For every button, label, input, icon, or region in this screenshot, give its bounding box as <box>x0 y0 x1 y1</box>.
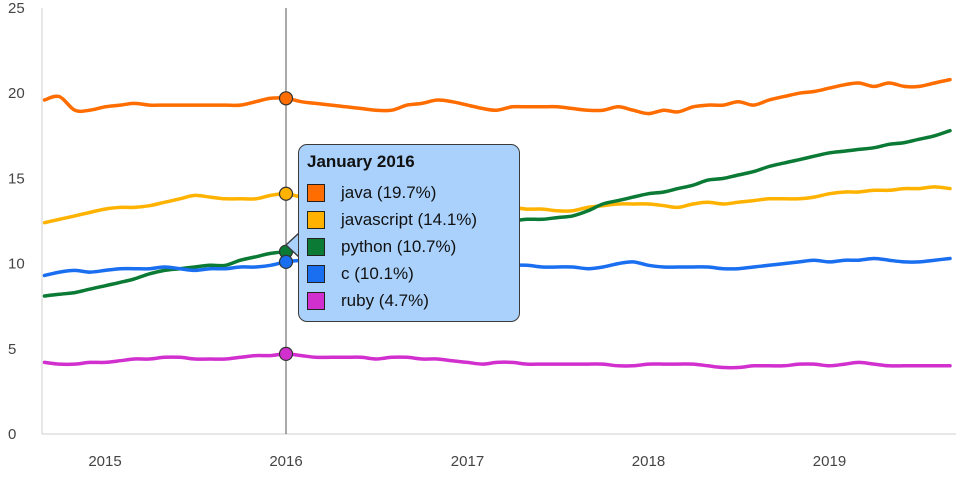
tooltip-label-java: java (19.7%) <box>341 183 437 202</box>
focus-layer <box>278 8 294 434</box>
tooltip-arrow-fill <box>287 233 300 257</box>
tooltip-item-python: python (10.7%) <box>307 236 456 258</box>
tooltip-item-javascript: javascript (14.1%) <box>307 209 477 231</box>
x-tick-label-4: 2019 <box>813 453 846 470</box>
y-tick-label-0: 0 <box>8 426 16 443</box>
series-line-java <box>42 77 952 116</box>
legend-swatch-python <box>307 238 325 256</box>
x-tick-label-2: 2017 <box>451 453 484 470</box>
tooltip-label-python: python (10.7%) <box>341 237 457 256</box>
tooltip-label-c: c (10.1%) <box>341 264 414 283</box>
tooltip-item-ruby: ruby (4.7%) <box>307 290 429 312</box>
focus-point-java <box>278 91 294 106</box>
tooltip-label-javascript: javascript (14.1%) <box>341 210 478 229</box>
focus-point-javascript <box>278 186 294 201</box>
legend-swatch-c <box>307 265 325 283</box>
y-tick-label-3: 15 <box>8 170 25 187</box>
x-tick-label-3: 2018 <box>632 453 665 470</box>
x-tick-label-1: 2016 <box>269 453 302 470</box>
tooltip: January 2016 java (19.7%) javascript (14… <box>298 144 520 322</box>
tooltip-title: January 2016 <box>307 152 415 171</box>
focus-point-ruby <box>278 346 294 362</box>
y-tick-label-2: 10 <box>8 256 25 273</box>
legend-swatch-ruby <box>307 292 325 310</box>
x-tick-label-0: 2015 <box>88 453 121 470</box>
legend-swatch-java <box>307 184 325 202</box>
legend-swatch-javascript <box>307 211 325 229</box>
y-tick-label-5: 25 <box>8 0 25 17</box>
series-line-ruby <box>42 352 952 370</box>
y-tick-label-4: 20 <box>8 85 25 102</box>
tooltip-label-ruby: ruby (4.7%) <box>341 291 429 310</box>
y-tick-label-1: 5 <box>8 341 16 358</box>
tooltip-item-java: java (19.7%) <box>307 182 436 204</box>
tooltip-item-c: c (10.1%) <box>307 263 414 285</box>
axis-layer: 0 5 10 15 20 25 2015 2016 2017 2018 2019 <box>8 0 956 470</box>
